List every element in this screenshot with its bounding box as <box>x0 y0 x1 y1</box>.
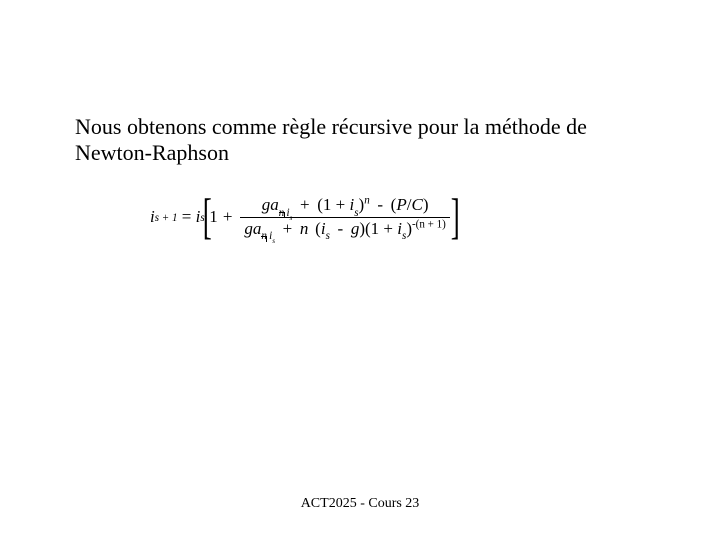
denominator: gan is + n (is - g)(1 + is)-(n + 1) <box>240 219 450 240</box>
formula: i s + 1 = i s [ 1 + gan is + (1 + is)n -… <box>150 195 570 239</box>
body-paragraph: Nous obtenons comme règle récursive pour… <box>75 114 645 166</box>
fraction: gan is + (1 + is)n - (P/C) gan is + n (i… <box>240 195 450 239</box>
plus: + <box>223 207 233 227</box>
numerator: gan is + (1 + is)n - (P/C) <box>257 195 432 216</box>
slide: Nous obtenons comme règle récursive pour… <box>0 0 720 540</box>
slide-footer: ACT2025 - Cours 23 <box>0 496 720 512</box>
equals: = <box>182 207 192 227</box>
